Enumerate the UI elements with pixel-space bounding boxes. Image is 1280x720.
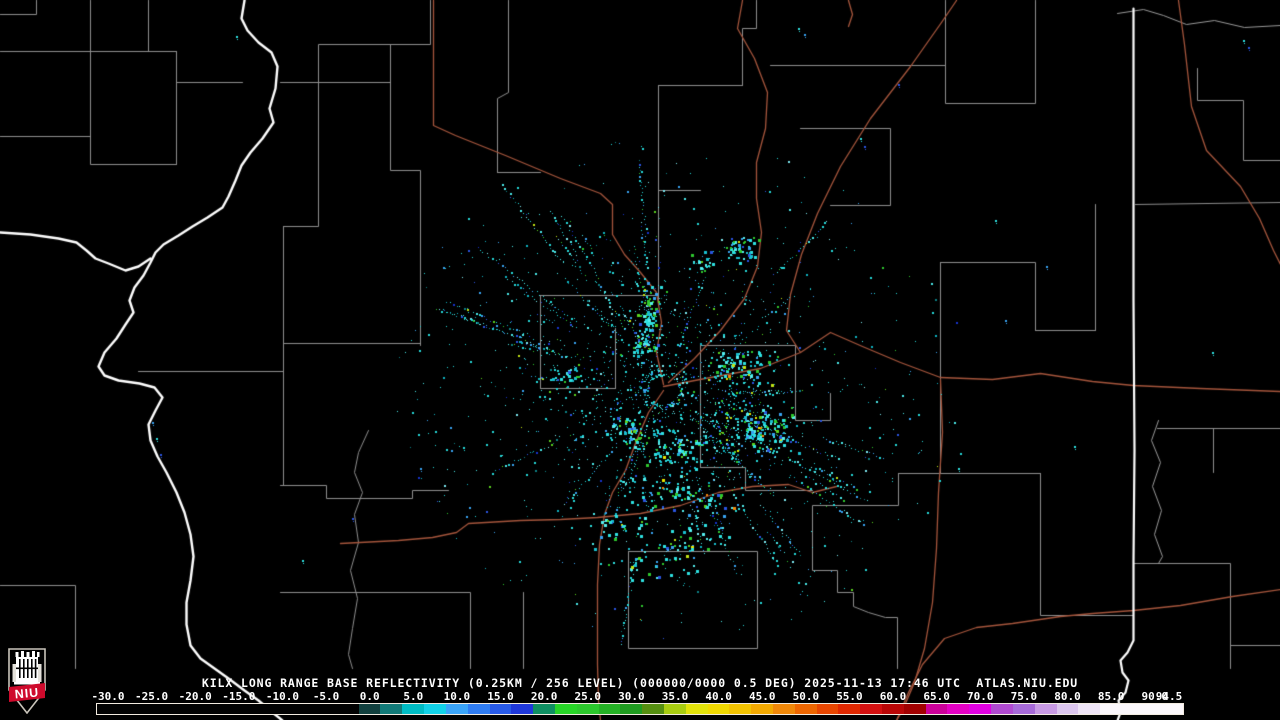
colorbar-tick-label: 90.0 (1141, 690, 1168, 703)
colorbar-tick-label: -25.0 (135, 690, 169, 703)
colorbar-tick-label: -20.0 (178, 690, 212, 703)
colorbar-segment (707, 704, 730, 714)
colorbar-tick-label: 45.0 (748, 690, 776, 703)
colorbar-tick-label: -10.0 (265, 690, 300, 703)
colorbar-segment (402, 704, 425, 714)
colorbar-tick-label: -15.0 (222, 690, 256, 703)
niu-logo: NIU (8, 648, 46, 714)
colorbar-tick-label: 40.0 (705, 690, 732, 703)
colorbar-segment (489, 704, 512, 714)
colorbar-segment (838, 704, 861, 714)
colorbar-segment (1012, 704, 1036, 714)
colorbar-tick-label: 5.0 (403, 690, 424, 703)
colorbar-segment (467, 704, 491, 714)
colorbar-tick-label: 75.0 (1010, 690, 1038, 703)
colorbar-segment (663, 704, 687, 714)
colorbar-tick-label: 55.0 (836, 690, 863, 703)
colorbar-tick-label: 80.0 (1054, 690, 1081, 703)
colorbar-segment (947, 704, 970, 714)
colorbar-segment (1034, 704, 1057, 714)
colorbar-tick-label: 85.0 (1097, 690, 1125, 703)
colorbar-tick-label: 65.0 (923, 690, 950, 703)
colorbar-tick-label: 25.0 (574, 690, 602, 703)
colorbar-segment (1056, 704, 1079, 714)
colorbar-segment (794, 704, 818, 714)
altgeld-castle-icon (12, 651, 42, 685)
colorbar-tick-label: 60.0 (879, 690, 907, 703)
colorbar-segment (445, 704, 469, 714)
colorbar-segment (620, 704, 643, 714)
colorbar-segment (685, 704, 709, 714)
colorbar-segment (554, 704, 578, 714)
colorbar-tick-label: 0.0 (359, 690, 380, 703)
colorbar-segment (751, 704, 774, 714)
niu-red-band (9, 683, 45, 702)
colorbar-segment (860, 704, 883, 714)
colorbar-segment (1078, 704, 1101, 714)
colorbar-segment (380, 704, 403, 714)
colorbar-tick-label: 10.0 (443, 690, 471, 703)
colorbar-tick-label: 15.0 (487, 690, 514, 703)
colorbar-segment (576, 704, 600, 714)
colorbar-tick-label: -30.0 (91, 690, 125, 703)
colorbar-tick-label: -5.0 (312, 690, 340, 703)
colorbar-segment (969, 704, 992, 714)
colorbar-tick-label: 35.0 (661, 690, 689, 703)
colorbar-segment (773, 704, 796, 714)
colorbar-segment (642, 704, 665, 714)
colorbar-segment (903, 704, 927, 714)
colorbar-segment (991, 704, 1014, 714)
colorbar-segment (1100, 704, 1184, 714)
colorbar-segment (925, 704, 948, 714)
colorbar-tick-label: 30.0 (618, 690, 645, 703)
colorbar-segment (816, 704, 839, 714)
colorbar-segment (358, 704, 381, 714)
colorbar-segment (882, 704, 905, 714)
niu-logo-text: NIU (14, 685, 40, 701)
colorbar-tick-label: 70.0 (967, 690, 994, 703)
radar-caption: KILX LONG RANGE BASE REFLECTIVITY (0.25K… (201, 676, 1079, 690)
colorbar-segment (533, 704, 556, 714)
colorbar-segment (511, 704, 534, 714)
colorbar-tick-label: 50.0 (792, 690, 820, 703)
colorbar-segment (598, 704, 621, 714)
colorbar-labels: -30.0 -25.0 -20.0 -15.0 -10.0 -5.0 0.0 5.0 10.0 1… (0, 691, 1280, 703)
colorbar-tick-label: 94.5 (1155, 690, 1183, 703)
dbz-colorbar (96, 703, 1184, 715)
colorbar-segment (97, 704, 360, 714)
colorbar-segment (729, 704, 752, 714)
colorbar-segment (424, 704, 447, 714)
colorbar-tick-label: 20.0 (530, 690, 558, 703)
